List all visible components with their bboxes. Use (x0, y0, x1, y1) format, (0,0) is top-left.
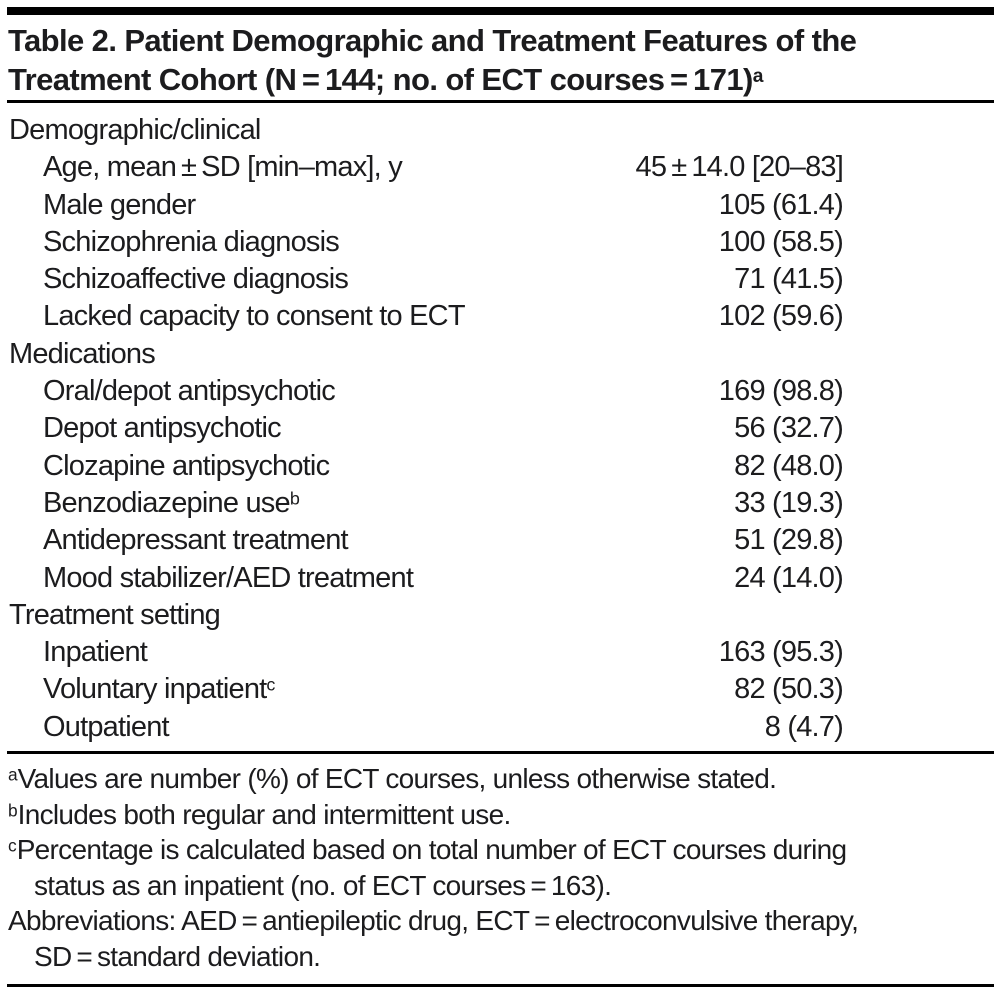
row-label-text: Voluntary inpatient (43, 673, 267, 706)
table-row: Male gender 105 (61.4) (7, 187, 994, 224)
row-label: Oral/depot antipsychotic (7, 373, 336, 410)
footnote-text: Includes both regular and intermittent u… (17, 798, 512, 830)
title-divider-rule (7, 100, 994, 103)
row-label-text: Age, mean ± SD [min–max], y (43, 151, 403, 184)
footnote-marker: b (289, 488, 300, 509)
section-header: Medications (9, 337, 156, 370)
table-body: Demographic/clinical Age, mean ± SD [min… (7, 103, 994, 751)
footnote-text: Abbreviations: AED = antiepileptic drug,… (8, 905, 859, 937)
footnote-text: Values are number (%) of ECT courses, un… (17, 763, 777, 795)
table-title-line1: Table 2. Patient Demographic and Treatme… (8, 23, 857, 58)
row-label: Schizophrenia diagnosis (7, 224, 340, 261)
footnote-line: cPercentage is calculated based on total… (8, 832, 994, 868)
row-label: Mood stabilizer/AED treatment (7, 560, 414, 597)
footnote-text: Percentage is calculated based on total … (16, 834, 847, 866)
section-header-row: Medications (7, 336, 994, 373)
row-label-text: Clozapine antipsychotic (43, 449, 330, 482)
row-value: 102 (59.6) (718, 300, 844, 333)
table-title-line2: Treatment Cohort (N = 144; no. of ECT co… (8, 62, 753, 97)
footnote-divider-rule (7, 751, 994, 755)
row-label-text: Schizoaffective diagnosis (43, 263, 349, 296)
table-row: Depot antipsychotic 56 (32.7) (7, 410, 994, 447)
table-2-figure: Table 2. Patient Demographic and Treatme… (0, 7, 1001, 987)
row-label: Voluntary inpatientc (7, 671, 275, 708)
section-header: Demographic/clinical (9, 114, 261, 146)
table-row: Age, mean ± SD [min–max], y 45 ± 14.0 [2… (7, 149, 994, 186)
row-label-text: Outpatient (43, 710, 170, 743)
row-value: 8 (4.7) (764, 710, 844, 743)
table-row: Inpatient 163 (95.3) (7, 634, 994, 671)
footnote-marker: c (266, 674, 276, 695)
row-label: Inpatient (7, 634, 148, 671)
row-label-text: Antidepressant treatment (43, 524, 349, 557)
row-value: 71 (41.5) (734, 263, 844, 296)
row-label-text: Benzodiazepine use (43, 486, 291, 519)
table-title: Table 2. Patient Demographic and Treatme… (8, 21, 994, 99)
row-value: 33 (19.3) (734, 486, 844, 519)
bottom-rule (7, 983, 994, 987)
row-value: 100 (58.5) (718, 225, 844, 258)
footnotes: aValues are number (%) of ECT courses, u… (7, 754, 994, 984)
row-label-text: Inpatient (43, 636, 148, 669)
section-header: Treatment setting (9, 598, 221, 631)
footnote-line: aValues are number (%) of ECT courses, u… (8, 761, 994, 797)
table-row: Antidepressant treatment 51 (29.8) (7, 522, 994, 559)
row-label-text: Lacked capacity to consent to ECT (43, 300, 466, 333)
section-header-row: Demographic/clinical (7, 112, 994, 149)
row-label: Antidepressant treatment (7, 522, 349, 559)
row-value: 169 (98.8) (718, 375, 844, 408)
row-label: Depot antipsychotic (7, 410, 282, 447)
row-label-text: Mood stabilizer/AED treatment (43, 561, 414, 594)
row-label: Male gender (7, 187, 196, 224)
footnote-line: bIncludes both regular and intermittent … (8, 797, 994, 833)
row-value: 24 (14.0) (734, 561, 844, 594)
footnote-line-continuation: SD = standard deviation. (8, 939, 994, 975)
row-label: Schizoaffective diagnosis (7, 261, 349, 298)
table-row: Lacked capacity to consent to ECT 102 (5… (7, 298, 994, 335)
section-header-row: Treatment setting (7, 597, 994, 634)
footnote-marker: a (8, 764, 18, 785)
row-label: Clozapine antipsychotic (7, 448, 330, 485)
table-row: Clozapine antipsychotic 82 (48.0) (7, 448, 994, 485)
footnote-text: status as an inpatient (no. of ECT cours… (34, 869, 612, 901)
title-footnote-marker: a (752, 65, 764, 87)
table-row: Benzodiazepine useb 33 (19.3) (7, 485, 994, 522)
row-value: 51 (29.8) (734, 524, 844, 557)
row-value: 82 (50.3) (734, 673, 844, 706)
row-label: Outpatient (7, 709, 170, 746)
footnote-marker: b (8, 800, 18, 821)
footnote-text: SD = standard deviation. (34, 941, 321, 973)
table-row: Oral/depot antipsychotic 169 (98.8) (7, 373, 994, 410)
table-row: Schizoaffective diagnosis 71 (41.5) (7, 261, 994, 298)
table-row: Schizophrenia diagnosis 100 (58.5) (7, 224, 994, 261)
row-label: Benzodiazepine useb (7, 485, 300, 522)
row-label-text: Depot antipsychotic (43, 412, 282, 445)
table-row: Voluntary inpatientc 82 (50.3) (7, 671, 994, 708)
row-label-text: Oral/depot antipsychotic (43, 375, 336, 408)
row-label: Age, mean ± SD [min–max], y (7, 149, 403, 186)
row-value: 105 (61.4) (718, 188, 844, 221)
footnote-line-continuation: status as an inpatient (no. of ECT cours… (8, 868, 994, 904)
row-value: 163 (95.3) (718, 636, 844, 669)
table-row: Outpatient 8 (4.7) (7, 709, 994, 746)
row-label-text: Schizophrenia diagnosis (43, 225, 340, 258)
row-label-text: Male gender (43, 188, 196, 221)
table-row: Mood stabilizer/AED treatment 24 (14.0) (7, 560, 994, 597)
row-value: 82 (48.0) (734, 449, 844, 482)
row-label: Lacked capacity to consent to ECT (7, 298, 466, 335)
top-rule (7, 7, 994, 15)
footnote-line: Abbreviations: AED = antiepileptic drug,… (8, 903, 994, 939)
row-value: 56 (32.7) (734, 412, 844, 445)
footnote-marker: c (8, 835, 17, 856)
row-value: 45 ± 14.0 [20–83] (635, 151, 844, 184)
